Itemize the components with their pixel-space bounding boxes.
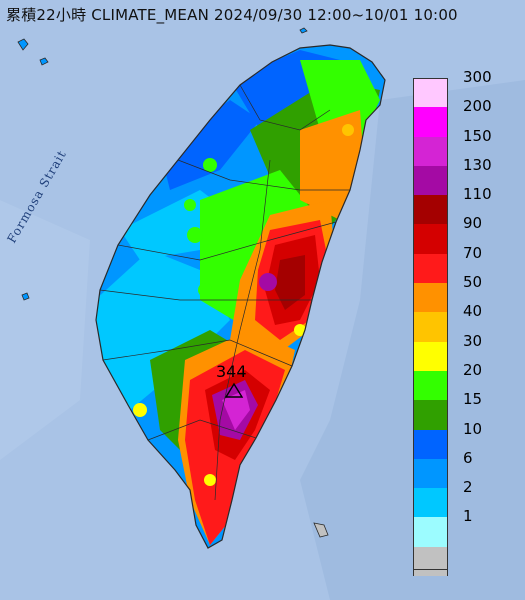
peak-marker-group: 344 — [216, 362, 247, 398]
sea-texture-west — [0, 200, 90, 460]
legend-row: 200 — [413, 97, 513, 137]
legend-row: 150 — [413, 127, 513, 166]
legend-row — [413, 546, 513, 577]
legend-label: 150 — [463, 126, 492, 145]
legend-swatch — [413, 195, 448, 225]
legend-swatch — [413, 78, 448, 108]
legend-row: 90 — [413, 214, 513, 254]
sea-texture-east — [300, 80, 525, 600]
map-title: 累積22小時 CLIMATE_MEAN 2024/09/30 12:00~10/… — [6, 6, 458, 24]
legend-label: 90 — [463, 214, 483, 233]
legend-label: 2 — [463, 478, 473, 497]
legend-swatch — [413, 136, 448, 166]
legend-row: 70 — [413, 244, 513, 284]
legend-label: 110 — [463, 185, 492, 204]
legend-swatch — [413, 488, 448, 518]
legend-label: 30 — [463, 331, 483, 350]
legend-row: 40 — [413, 302, 513, 342]
outlying-islands — [17, 27, 329, 538]
legend-label: 40 — [463, 302, 483, 321]
legend-label: 10 — [463, 419, 483, 438]
color-legend: 300 200 150 130 110 90 70 50 40 30 20 15 10 6 2 1 — [413, 68, 513, 577]
legend-swatch — [413, 312, 448, 342]
legend-swatch — [413, 429, 448, 459]
taiwan-coastline — [95, 44, 386, 549]
legend-swatch — [413, 107, 448, 137]
legend-row: 30 — [413, 332, 513, 371]
legend-label: 130 — [463, 155, 492, 174]
legend-swatch — [413, 546, 448, 577]
triangle-marker-icon — [224, 382, 244, 398]
legend-swatch — [413, 165, 448, 196]
legend-label: 6 — [463, 448, 473, 467]
legend-swatch — [413, 517, 448, 547]
legend-swatch — [413, 458, 448, 489]
legend-label: 1 — [463, 507, 473, 526]
legend-label: 70 — [463, 243, 483, 262]
legend-label: 200 — [463, 97, 492, 116]
legend-swatch — [413, 370, 448, 401]
legend-label: 15 — [463, 390, 483, 409]
legend-label: 50 — [463, 273, 483, 292]
legend-label: 20 — [463, 360, 483, 379]
county-boundaries — [99, 84, 350, 501]
peak-value: 344 — [216, 362, 247, 381]
legend-label: 300 — [463, 68, 492, 86]
legend-row: 50 — [413, 273, 513, 313]
legend-row: 1 — [413, 507, 513, 547]
legend-swatch — [413, 341, 448, 371]
legend-swatch — [413, 400, 448, 430]
legend-swatch — [413, 253, 448, 284]
legend-swatch — [413, 283, 448, 313]
legend-swatch — [413, 224, 448, 254]
